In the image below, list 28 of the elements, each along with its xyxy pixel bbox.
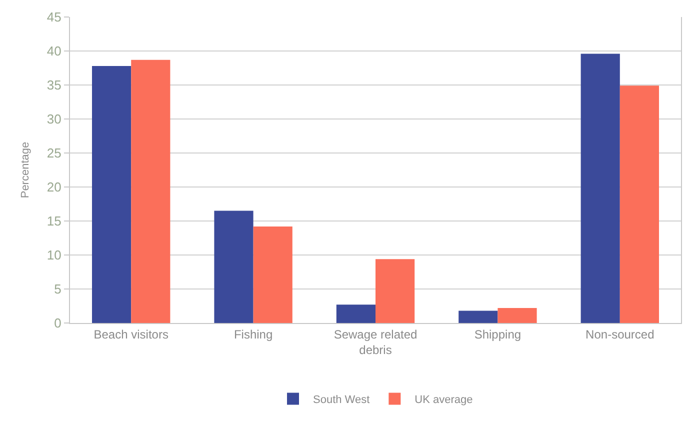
- y-tick-label: 10: [46, 248, 62, 263]
- x-tick-label: Non-sourced: [586, 327, 654, 342]
- x-tick-label: Fishing: [234, 327, 273, 342]
- x-tick-label: Sewage related debris: [334, 327, 418, 357]
- bar: [376, 259, 415, 323]
- bar: [131, 60, 170, 323]
- y-tick-label: 0: [54, 316, 62, 331]
- y-tick-label: 20: [46, 180, 62, 195]
- y-tick-label: 5: [54, 282, 62, 297]
- y-tick-label: 30: [46, 112, 62, 127]
- bar: [498, 308, 537, 323]
- bar: [458, 310, 498, 323]
- y-tick-label: 45: [46, 10, 62, 25]
- bar: [214, 210, 254, 323]
- y-tick-label: 25: [46, 146, 62, 161]
- bar: [253, 226, 292, 323]
- y-tick-label: 15: [46, 214, 62, 229]
- bar: [580, 54, 620, 323]
- legend-label: South West: [313, 394, 370, 406]
- y-tick-label: 35: [46, 78, 62, 93]
- bar: [336, 304, 376, 323]
- bar: [92, 66, 132, 323]
- x-tick-label: Shipping: [474, 327, 522, 342]
- y-tick-label: 40: [46, 44, 62, 59]
- x-tick-label: Beach visitors: [94, 327, 168, 342]
- bar: [620, 86, 659, 323]
- legend-label: UK average: [414, 394, 473, 406]
- y-axis-title: Percentage: [20, 142, 32, 198]
